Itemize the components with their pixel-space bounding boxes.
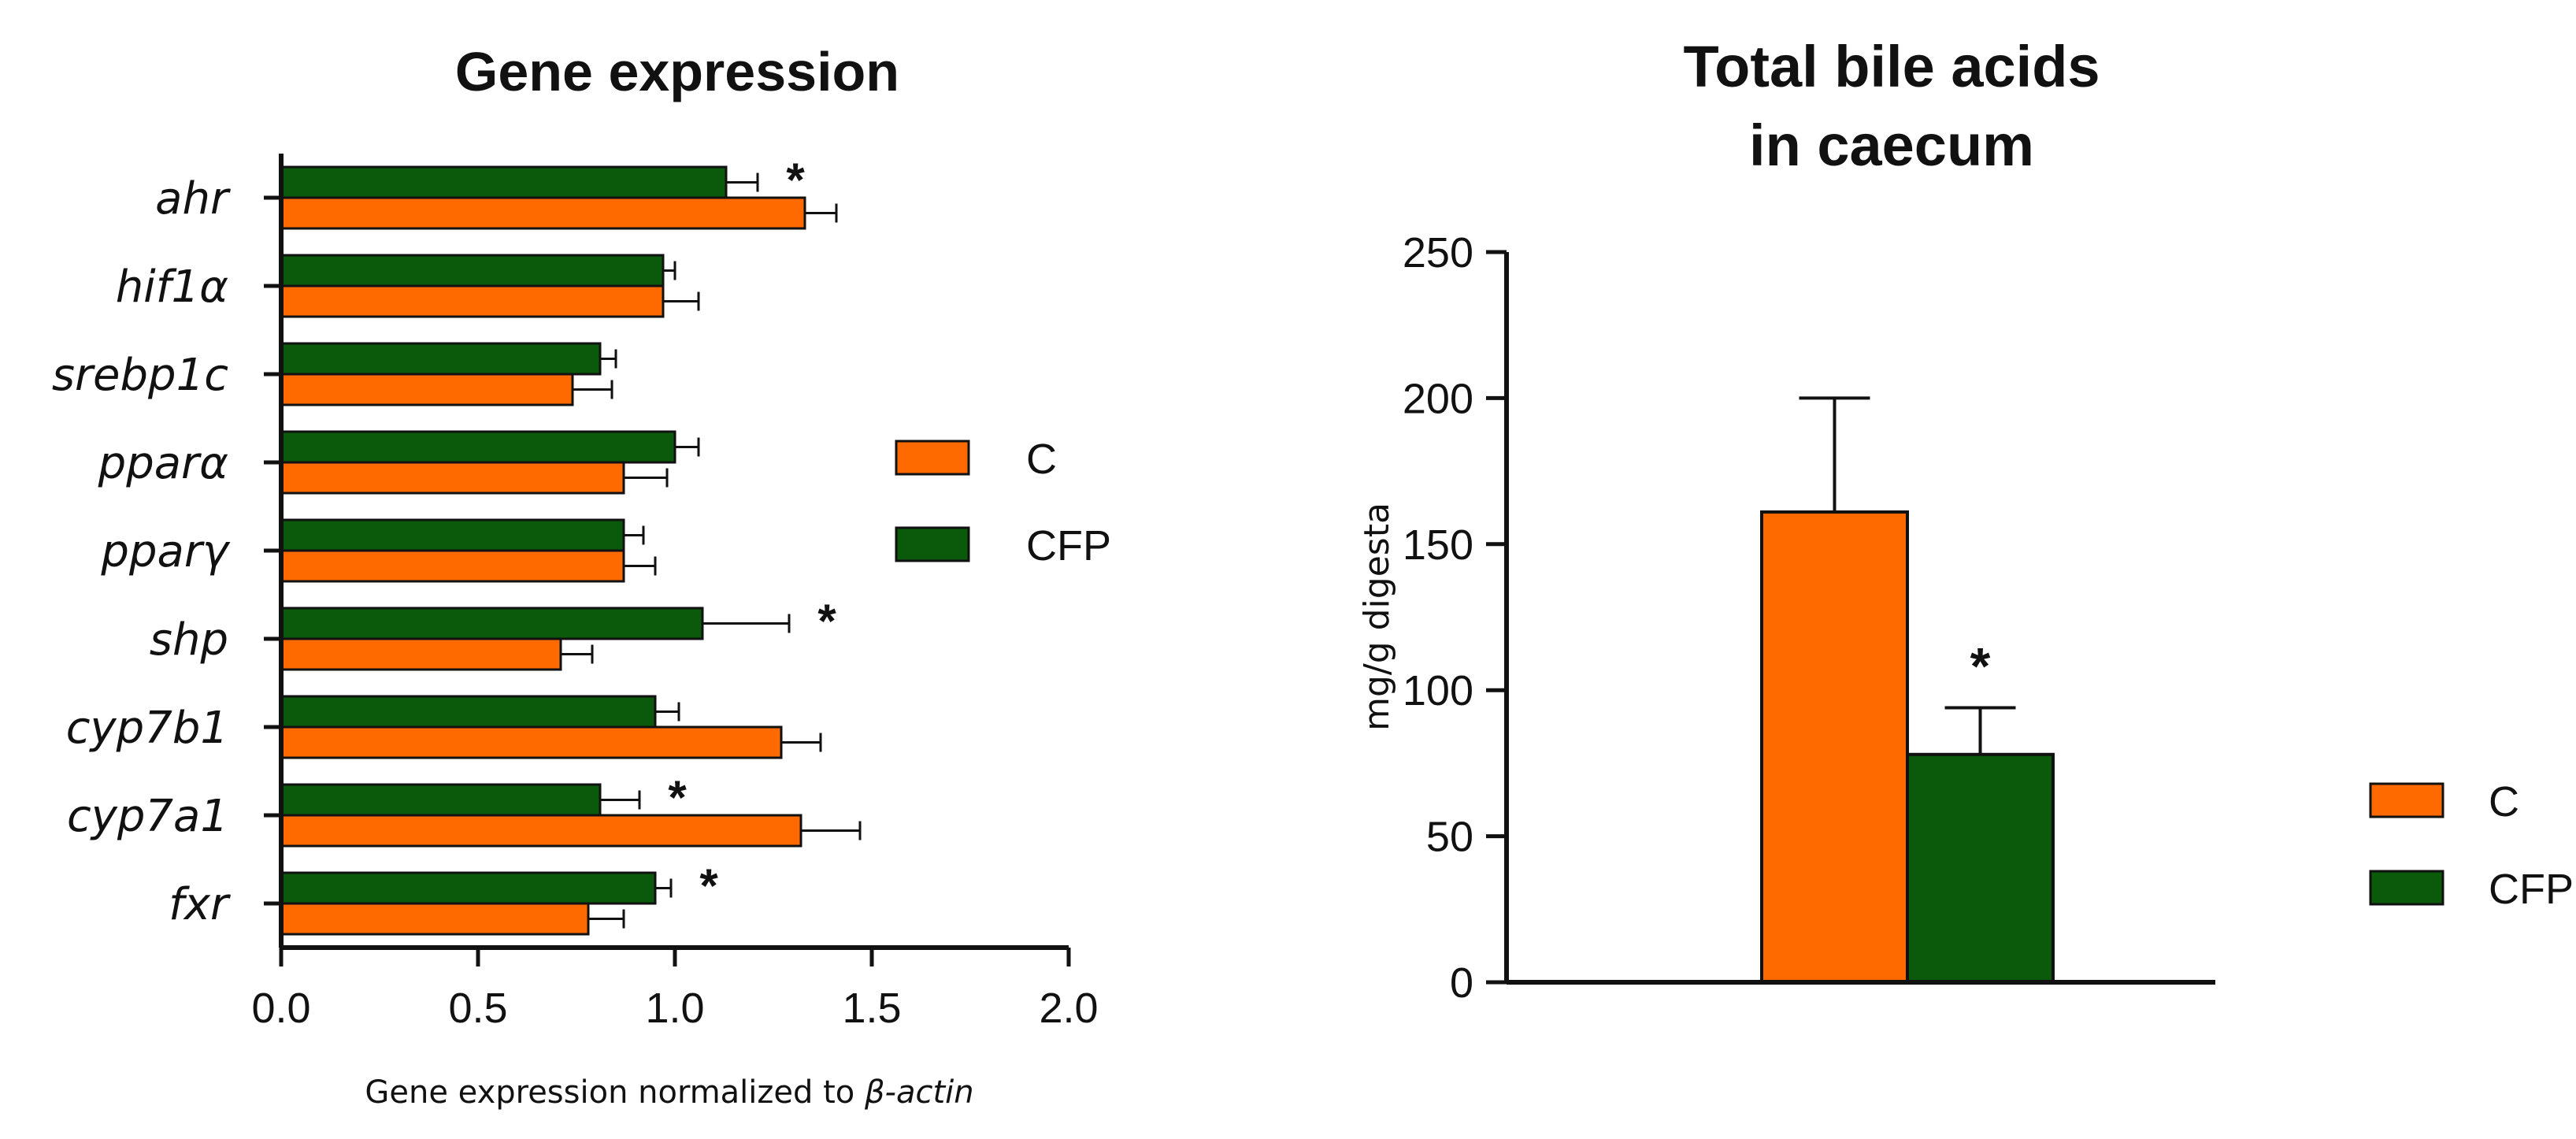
category-label-4: pparγ: [100, 526, 230, 577]
bar-c-3: [280, 461, 625, 495]
bar-cfp-4: [280, 518, 625, 552]
legend-swatch-c: [2369, 782, 2444, 818]
significance-star-0: *: [786, 154, 805, 206]
legend-label-cfp: CFP: [1026, 522, 1111, 570]
category-label-5: shp: [150, 614, 228, 666]
chart-title: Gene expression: [455, 41, 899, 102]
significance-star-5: *: [817, 595, 836, 647]
bar-c-2: [280, 373, 574, 406]
category-label-6: cyp7b1: [66, 703, 228, 754]
bar-cfp-2: [280, 342, 602, 376]
bar-cfp-8: [280, 871, 657, 905]
x-axis-label-italic: β-actin: [864, 1074, 974, 1111]
bar-c-6: [280, 725, 783, 759]
category-label-0: ahr: [155, 173, 231, 224]
y-tick-label-2: 100: [1403, 667, 1473, 714]
bar-c-1: [280, 284, 665, 318]
y-tick-label-4: 200: [1403, 375, 1473, 422]
bar-cfp-0: [280, 165, 728, 199]
bar-cfp: [1906, 752, 2055, 984]
bar-c-5: [280, 637, 562, 671]
category-label-3: pparα: [98, 438, 228, 489]
x-axis-label-text: Gene expression normalized to: [365, 1074, 865, 1111]
significance-star-7: *: [668, 771, 687, 824]
bar-c-0: [280, 196, 806, 230]
gene-expression-chart: Gene expression ahr * hif1α srebp1c pparα ppar…: [52, 41, 1111, 1111]
bar-cfp-5: [280, 607, 704, 640]
x-tick-label-1: 0.5: [448, 985, 507, 1032]
bar-cfp-7: [280, 783, 602, 817]
chart-title-line-1: in caecum: [1749, 113, 2034, 178]
category-label-2: srebp1c: [52, 350, 228, 401]
legend-label-cfp: CFP: [2489, 866, 2574, 913]
bar-cfp-1: [280, 254, 665, 288]
legend-swatch-c: [895, 440, 970, 476]
x-tick-label-3: 1.5: [842, 985, 901, 1032]
y-tick-label-1: 50: [1426, 814, 1473, 861]
category-label-1: hif1α: [116, 262, 228, 313]
legend-label-c: C: [2489, 778, 2519, 825]
legend-swatch-cfp: [895, 526, 970, 562]
x-tick-label-0: 0.0: [251, 985, 310, 1032]
category-label-7: cyp7a1: [67, 791, 228, 842]
x-tick-label-4: 2.0: [1039, 985, 1098, 1032]
legend-label-c: C: [1026, 436, 1057, 483]
y-tick-label-0: 0: [1450, 959, 1473, 1007]
bar-cfp-6: [280, 695, 657, 729]
x-axis-label: Gene expression normalized to β-actin: [365, 1074, 973, 1111]
legend-swatch-cfp: [2369, 870, 2444, 906]
bar-c-8: [280, 902, 590, 936]
bar-cfp-3: [280, 430, 676, 464]
bar-c: [1760, 510, 1909, 984]
y-axis-label: mg/g digesta: [1357, 503, 1397, 731]
chart-title-line-0: Total bile acids: [1683, 34, 2100, 99]
y-tick-label-3: 150: [1403, 521, 1473, 569]
x-tick-label-2: 1.0: [645, 985, 704, 1032]
bile-acids-chart: Total bile acids in caecum * 0 50 100 150 200 25…: [1357, 34, 2574, 1007]
bar-c-4: [280, 549, 625, 583]
bar-c-7: [280, 814, 802, 848]
category-label-8: fxr: [169, 879, 231, 930]
significance-star-1: *: [1970, 636, 1991, 695]
significance-star-8: *: [699, 859, 718, 912]
y-tick-label-5: 250: [1403, 229, 1473, 276]
